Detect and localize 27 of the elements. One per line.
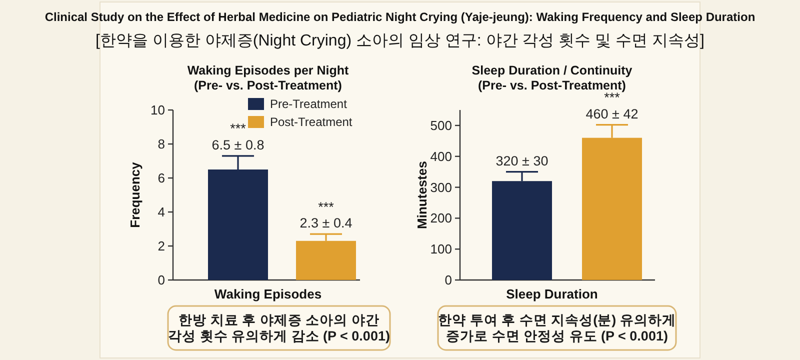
y-axis-title: Minutestes	[414, 161, 430, 229]
text: Clinical Study on the Effect of Herbal Medicine on Pediatric Night Crying (Yaje-jeung): Waking Frequency and Sleep Duration	[44, 10, 756, 24]
y-tick-label: 6	[158, 170, 165, 186]
data-label: *** 6.5 ± 0.8	[212, 121, 264, 152]
data-label: 320 ± 30	[496, 153, 548, 168]
y-tick-label: 0	[444, 272, 452, 288]
chart-title: Waking Episodes per Night (Pre- vs. Post-Treatment)	[187, 64, 350, 92]
x-axis-title: Sleep Duration	[506, 286, 598, 302]
legend-label: Post-Treatment	[270, 115, 353, 129]
y-axis-title: Frequency	[128, 161, 142, 228]
text: [한약을 이용한 야제증(Night Crying) 소아의 임상 연구: 야간 각성 횟수 및 수면 지속성]	[96, 32, 704, 50]
y-tick-label: 0	[158, 272, 165, 288]
data-label: *** 2.3 ± 0.4	[300, 199, 353, 231]
y-tick-label: 2	[158, 238, 165, 254]
y-tick-label: 4	[158, 204, 165, 220]
y-tick-label: 500	[430, 118, 452, 133]
y-tick-label: 8	[158, 136, 165, 152]
legend-label: Pre-Treatment	[270, 97, 348, 111]
y-tick-label: 200	[430, 210, 452, 226]
text: 한약 투여 후 수면 지속성(분) 유의하게 증가로 수면 안정성 유도 (P < 0.001)	[438, 312, 676, 344]
text: 한방 치료 후 야제증 소아의 야간 각성 횟수 유의하게 감소 (P < 0.001)	[168, 312, 390, 344]
x-axis-title: Waking Episodes	[214, 286, 322, 302]
y-tick-label: 100	[430, 242, 452, 257]
y-tick-label: 300	[430, 180, 452, 195]
y-tick-label: 10	[150, 102, 165, 118]
y-tick-label: 400	[430, 148, 452, 164]
chart-title: Sleep Duration / Continuity (Pre- vs. Post-Treatment)	[472, 64, 632, 92]
